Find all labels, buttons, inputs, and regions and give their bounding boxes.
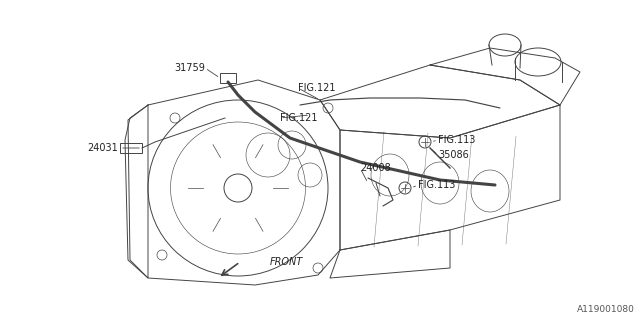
Text: 31759: 31759 bbox=[174, 63, 205, 73]
Bar bbox=[220, 73, 236, 83]
Text: FIG.121: FIG.121 bbox=[280, 113, 317, 123]
Text: 35086: 35086 bbox=[438, 150, 468, 160]
Text: FRONT: FRONT bbox=[270, 257, 303, 267]
Text: FIG.121: FIG.121 bbox=[298, 83, 335, 93]
Text: FIG.113: FIG.113 bbox=[438, 135, 476, 145]
Text: 24031: 24031 bbox=[87, 143, 118, 153]
Text: A119001080: A119001080 bbox=[577, 305, 635, 314]
Text: FIG.113: FIG.113 bbox=[418, 180, 456, 190]
Bar bbox=[120, 143, 142, 153]
Text: 24008: 24008 bbox=[360, 163, 391, 173]
